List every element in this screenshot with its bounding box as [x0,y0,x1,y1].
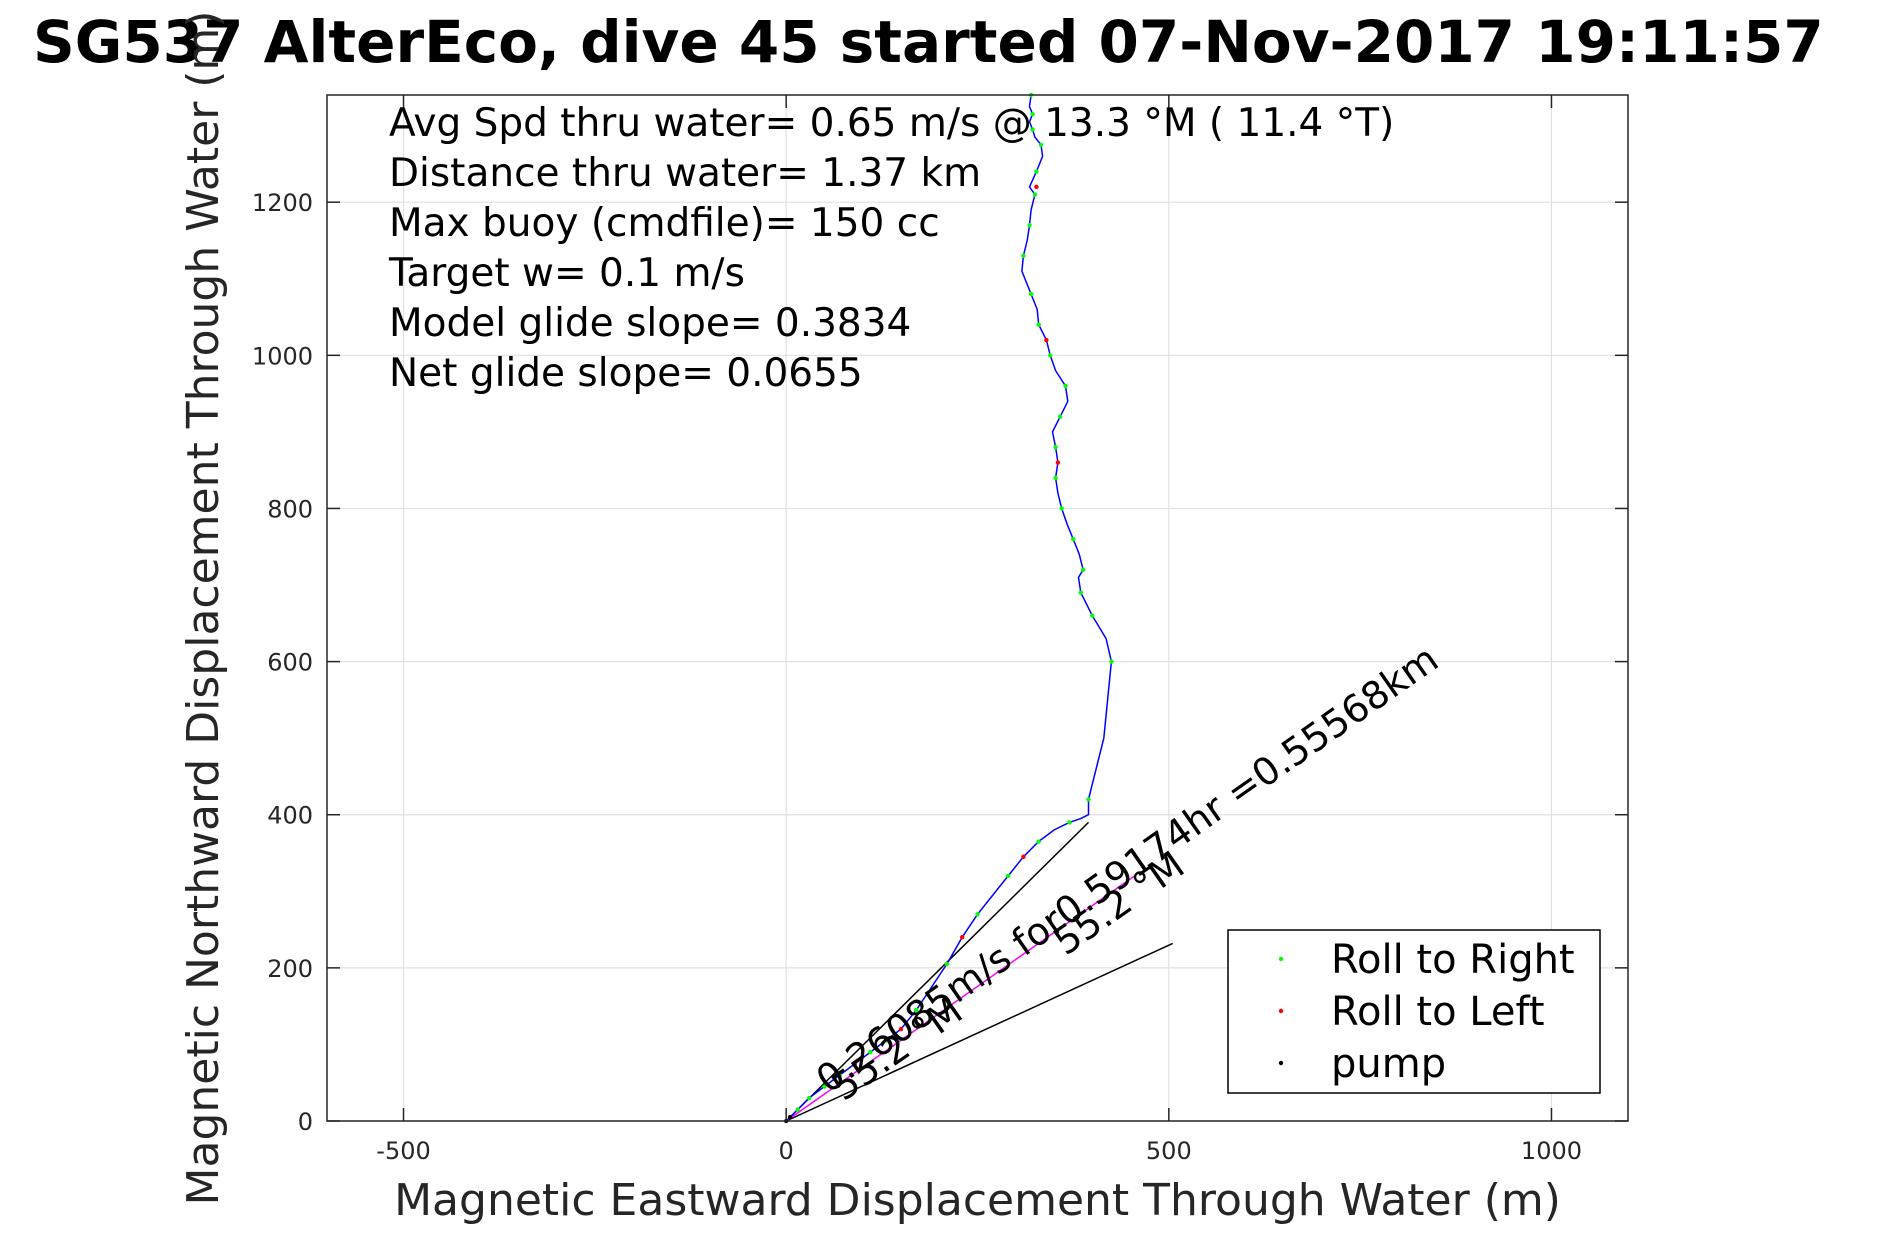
y-tick-label: 0 [298,1108,313,1136]
y-tick-label: 1200 [252,189,313,217]
legend-marker [1278,1060,1284,1066]
legend-box [1227,929,1601,1094]
point-roll-to-left [1021,854,1026,860]
ticks: -500 0 500 1000 0 200 400 600 800 1000 1200 [252,95,1628,1165]
point-roll-to-right [1059,506,1064,511]
stat-line: Distance thru water= 1.37 km [389,151,981,196]
point-roll-to-right [1053,445,1058,450]
point-roll-to-right [1036,839,1041,844]
point-roll-to-right [1090,613,1095,618]
y-tick-label: 1000 [252,342,313,370]
point-roll-to-left [852,1061,858,1066]
point-roll-to-left [1034,184,1039,190]
grid [327,95,1628,1122]
x-axis-title: Magnetic Eastward Displacement Through W… [394,1175,1561,1226]
point-roll-to-left [959,935,965,940]
legend-label: pump [1331,1041,1446,1087]
point-roll-to-right [1078,590,1084,595]
sector-line [785,821,1090,1122]
stats-box: Avg Spd thru water= 0.65 m/s @ 13.3 °M (… [388,101,1394,396]
current-vector [785,875,1135,1122]
point-roll-to-right [1048,353,1053,358]
point-roll-to-left [898,1026,904,1032]
legend: Roll to Right Roll to Left pump [1227,929,1601,1094]
point-roll-to-right [1027,222,1032,228]
point-roll-to-right [1038,142,1044,147]
point-roll-to-right [1063,383,1068,389]
sector-line [785,942,1174,1122]
point-roll-to-right [868,1049,873,1055]
point-roll-to-left [1044,337,1049,343]
y-tick-label: 800 [267,495,313,523]
x-tick-label: 1000 [1521,1137,1582,1165]
point-roll-to-right [1021,253,1026,258]
legend-label: Roll to Right [1331,937,1575,983]
legend-marker [1278,1008,1284,1014]
point-roll-to-right [1053,475,1058,481]
y-tick-label: 200 [267,955,313,983]
legend-marker [1278,956,1284,962]
y-tick-label: 400 [267,802,313,830]
point-roll-to-right [1030,127,1035,132]
point-roll-to-right [1057,414,1063,419]
axes-box [326,94,1629,1122]
x-tick-label: 500 [1146,1137,1192,1165]
point-roll-to-right [1070,536,1076,542]
point-roll-to-right [1036,322,1041,327]
point-roll-to-right [1086,797,1091,802]
y-axis-title: Magnetic Northward Displacement Through … [178,11,229,1206]
point-roll-to-right [806,1095,812,1101]
stat-line: Model glide slope= 0.3834 [389,301,911,346]
x-tick-label: 0 [779,1137,794,1165]
point-roll-to-right [795,1107,800,1112]
point-roll-to-right [1067,820,1072,825]
stat-line: Max buoy (cmdfile)= 150 cc [389,201,940,246]
point-roll-to-right [1109,659,1114,664]
point-roll-to-right [822,1084,827,1089]
point-roll-to-right [914,1007,919,1013]
point-roll-to-left [1055,460,1061,465]
stat-line: Avg Spd thru water= 0.65 m/s @ 13.3 °M (… [389,101,1394,146]
point-roll-to-right [837,1072,842,1078]
x-tick-label: -500 [376,1137,430,1165]
legend-label: Roll to Left [1331,989,1545,1035]
point-roll-to-right [975,912,980,917]
point-roll-to-right [1030,111,1035,117]
stat-line: Target w= 0.1 m/s [388,251,745,296]
y-tick-label: 600 [267,649,313,677]
track-line [785,94,1113,1122]
point-roll-to-right [944,961,950,967]
point-roll-to-right [1032,192,1038,197]
point-roll-to-right [1028,291,1034,297]
point-roll-to-right [883,1038,888,1043]
point-roll-to-right [1034,169,1039,174]
stat-line: Net glide slope= 0.0655 [389,351,863,396]
chart-title: SG537 AlterEco, dive 45 started 07-Nov-2… [33,8,1824,76]
point-roll-to-right [1080,567,1086,572]
point-roll-to-right [1005,873,1011,879]
point-pump [787,1114,793,1120]
